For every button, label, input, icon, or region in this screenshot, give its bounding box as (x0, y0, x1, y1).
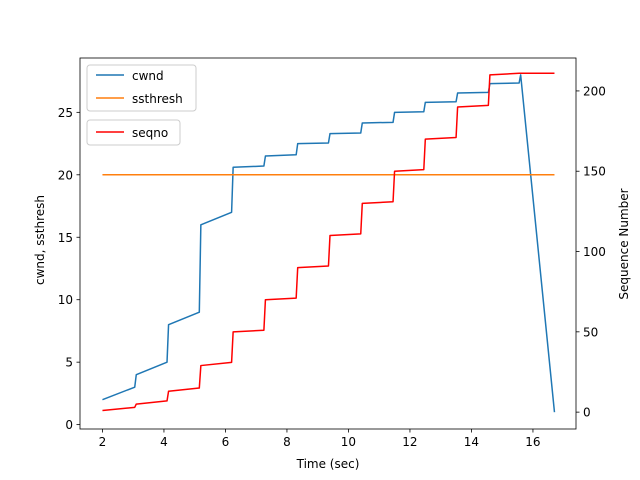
y-tick-label: 15 (58, 231, 73, 245)
legend-primary-frame (86, 64, 197, 112)
x-tick-label: 10 (341, 435, 356, 449)
legend-label-seqno: seqno (132, 126, 168, 140)
x-tick-label: 2 (99, 435, 107, 449)
x-axis-label: Time (sec) (296, 457, 360, 471)
y2-tick-label: 200 (583, 84, 606, 98)
legend-primary: cwnd ssthresh (86, 64, 197, 112)
x-tick-label: 8 (283, 435, 291, 449)
plot-frame (79, 57, 577, 430)
legend-secondary: seqno (86, 119, 181, 146)
x-tick-label: 14 (464, 435, 479, 449)
series-layer (102, 72, 556, 413)
y2-tick-label: 0 (583, 406, 591, 420)
y-tick-label: 5 (65, 356, 73, 370)
legend-label-cwnd: cwnd (132, 69, 164, 83)
legend-label-ssthresh: ssthresh (132, 92, 183, 106)
y2-axis-label: Sequence Number (617, 188, 631, 299)
y-tick-label: 20 (58, 168, 73, 182)
y-tick-label: 0 (65, 418, 73, 432)
series-line-cwnd (102, 74, 556, 413)
y-axis-label: cwnd, ssthresh (33, 195, 47, 285)
axes-layer: 2 4 6 8 10 12 14 16 0 5 10 15 20 25 0 50 100 150 200 (58, 57, 606, 449)
series-line-seqno (102, 72, 555, 412)
y2-tick-label: 100 (583, 245, 606, 259)
y2-tick-label: 150 (583, 165, 606, 179)
y2-tick-label: 50 (583, 325, 598, 339)
y-tick-label: 25 (58, 106, 73, 120)
y-tick-label: 10 (58, 293, 73, 307)
x-tick-label: 4 (160, 435, 168, 449)
x-tick-label: 6 (222, 435, 230, 449)
x-tick-label: 12 (402, 435, 417, 449)
x-tick-label: 16 (525, 435, 540, 449)
legend-secondary-frame (86, 119, 181, 146)
